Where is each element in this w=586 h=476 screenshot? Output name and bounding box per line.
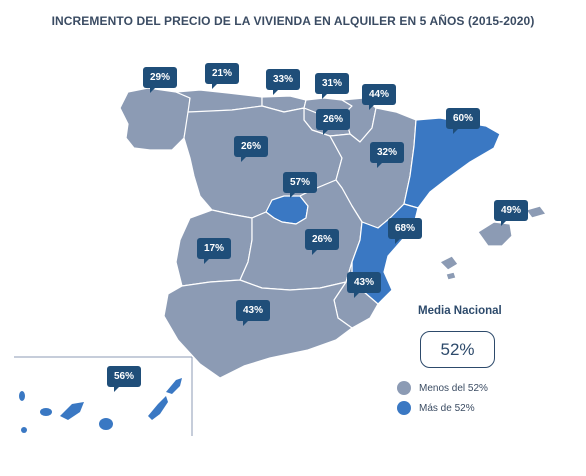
label-valencia: 68% [388, 218, 423, 244]
label-la-rioja: 26% [316, 109, 351, 135]
legend-above-swatch [397, 401, 411, 415]
region-canarias [19, 378, 182, 433]
label-baleares: 49% [494, 200, 529, 226]
national-average-value: 52% [420, 331, 495, 368]
label-canarias: 56% [107, 366, 142, 392]
region-cataluna [403, 117, 501, 209]
label-pais-vasco: 31% [315, 73, 350, 99]
label-castilla-la-mancha: 26% [305, 229, 340, 255]
label-extremadura: 17% [197, 238, 232, 264]
legend-below-swatch [397, 381, 411, 395]
label-cantabria: 33% [266, 69, 301, 95]
legend-above-label: Más de 52% [419, 402, 475, 414]
region-andalucia [163, 279, 353, 379]
region-baleares-ibiza [439, 255, 459, 271]
region-galicia [119, 87, 191, 151]
region-baleares-menorca [525, 205, 547, 219]
label-castilla-leon: 26% [234, 136, 269, 162]
label-aragon: 32% [370, 142, 405, 168]
legend-below: Menos del 52% [397, 381, 488, 395]
label-navarra: 44% [362, 84, 397, 110]
label-andalucia: 43% [236, 300, 271, 326]
label-galicia: 29% [143, 67, 178, 93]
label-cataluna: 60% [446, 108, 481, 134]
national-average-label: Media Nacional [418, 305, 502, 317]
legend-below-label: Menos del 52% [419, 382, 488, 394]
label-asturias: 21% [205, 63, 240, 89]
legend-above: Más de 52% [397, 401, 475, 415]
label-madrid: 57% [283, 172, 318, 198]
label-murcia: 43% [347, 272, 382, 298]
map-title: INCREMENTO DEL PRECIO DE LA VIVIENDA EN … [51, 14, 535, 28]
region-baleares-mallorca [477, 221, 513, 247]
region-baleares-formentera [445, 271, 457, 281]
